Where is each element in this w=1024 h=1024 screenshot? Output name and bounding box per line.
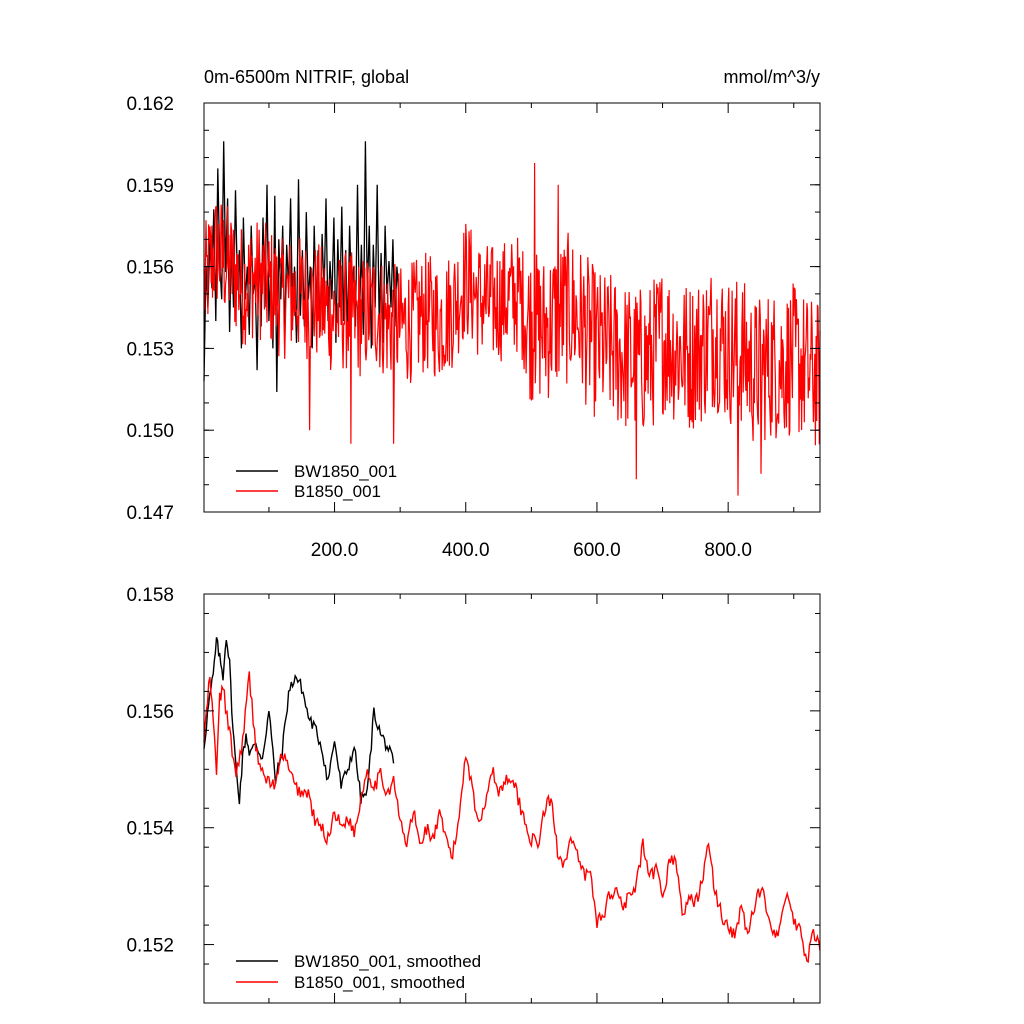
raw-ytick-label: 0.159 <box>126 176 174 197</box>
raw-xtick-label: 600.0 <box>573 540 621 561</box>
raw-plot-frame <box>203 102 821 513</box>
raw-series-lines <box>203 141 821 496</box>
raw-xtick-label: 400.0 <box>442 540 490 561</box>
legend-label-b1850-smoothed: B1850_001, smoothed <box>294 973 465 992</box>
raw-axis-ticks: 0.147 0.150 0.153 0.156 0.159 0.162 200.0 400.0… <box>126 94 820 561</box>
legend-label-b1850: B1850_001 <box>294 482 381 501</box>
raw-legend: BW1850_001 B1850_001 <box>236 462 397 501</box>
raw-ytick-label: 0.156 <box>126 258 174 279</box>
smoothed-timeseries-panel: 0.152 0.154 0.156 0.158 BW1850_001, smoothe… <box>126 585 821 1004</box>
smoothed-ytick-label: 0.152 <box>126 936 174 957</box>
units-label: mmol/m^3/y <box>724 67 820 87</box>
smoothed-series-lines <box>203 637 821 964</box>
raw-xtick-label: 800.0 <box>704 540 752 561</box>
legend-label-bw1850: BW1850_001 <box>294 462 397 481</box>
series-line-b1850-raw <box>203 162 821 496</box>
legend-label-bw1850-smoothed: BW1850_001, smoothed <box>294 952 481 971</box>
smoothed-ytick-label: 0.158 <box>126 585 174 606</box>
series-line-b1850-smoothed <box>203 671 821 964</box>
chart-title: 0m-6500m NITRIF, global <box>204 67 409 87</box>
raw-xtick-label: 200.0 <box>311 540 359 561</box>
smoothed-legend: BW1850_001, smoothed B1850_001, smoothed <box>236 952 481 992</box>
raw-ytick-label: 0.162 <box>126 94 174 115</box>
smoothed-ytick-label: 0.154 <box>126 819 174 840</box>
raw-timeseries-panel: 0.147 0.150 0.153 0.156 0.159 0.162 200.0 400.0… <box>126 94 821 561</box>
smoothed-axis-ticks: 0.152 0.154 0.156 0.158 <box>126 585 820 1004</box>
smoothed-ytick-label: 0.156 <box>126 702 174 723</box>
raw-ytick-label: 0.153 <box>126 339 174 360</box>
raw-ytick-label: 0.147 <box>126 503 174 524</box>
smoothed-plot-frame <box>203 593 821 1004</box>
raw-ytick-label: 0.150 <box>126 421 174 442</box>
